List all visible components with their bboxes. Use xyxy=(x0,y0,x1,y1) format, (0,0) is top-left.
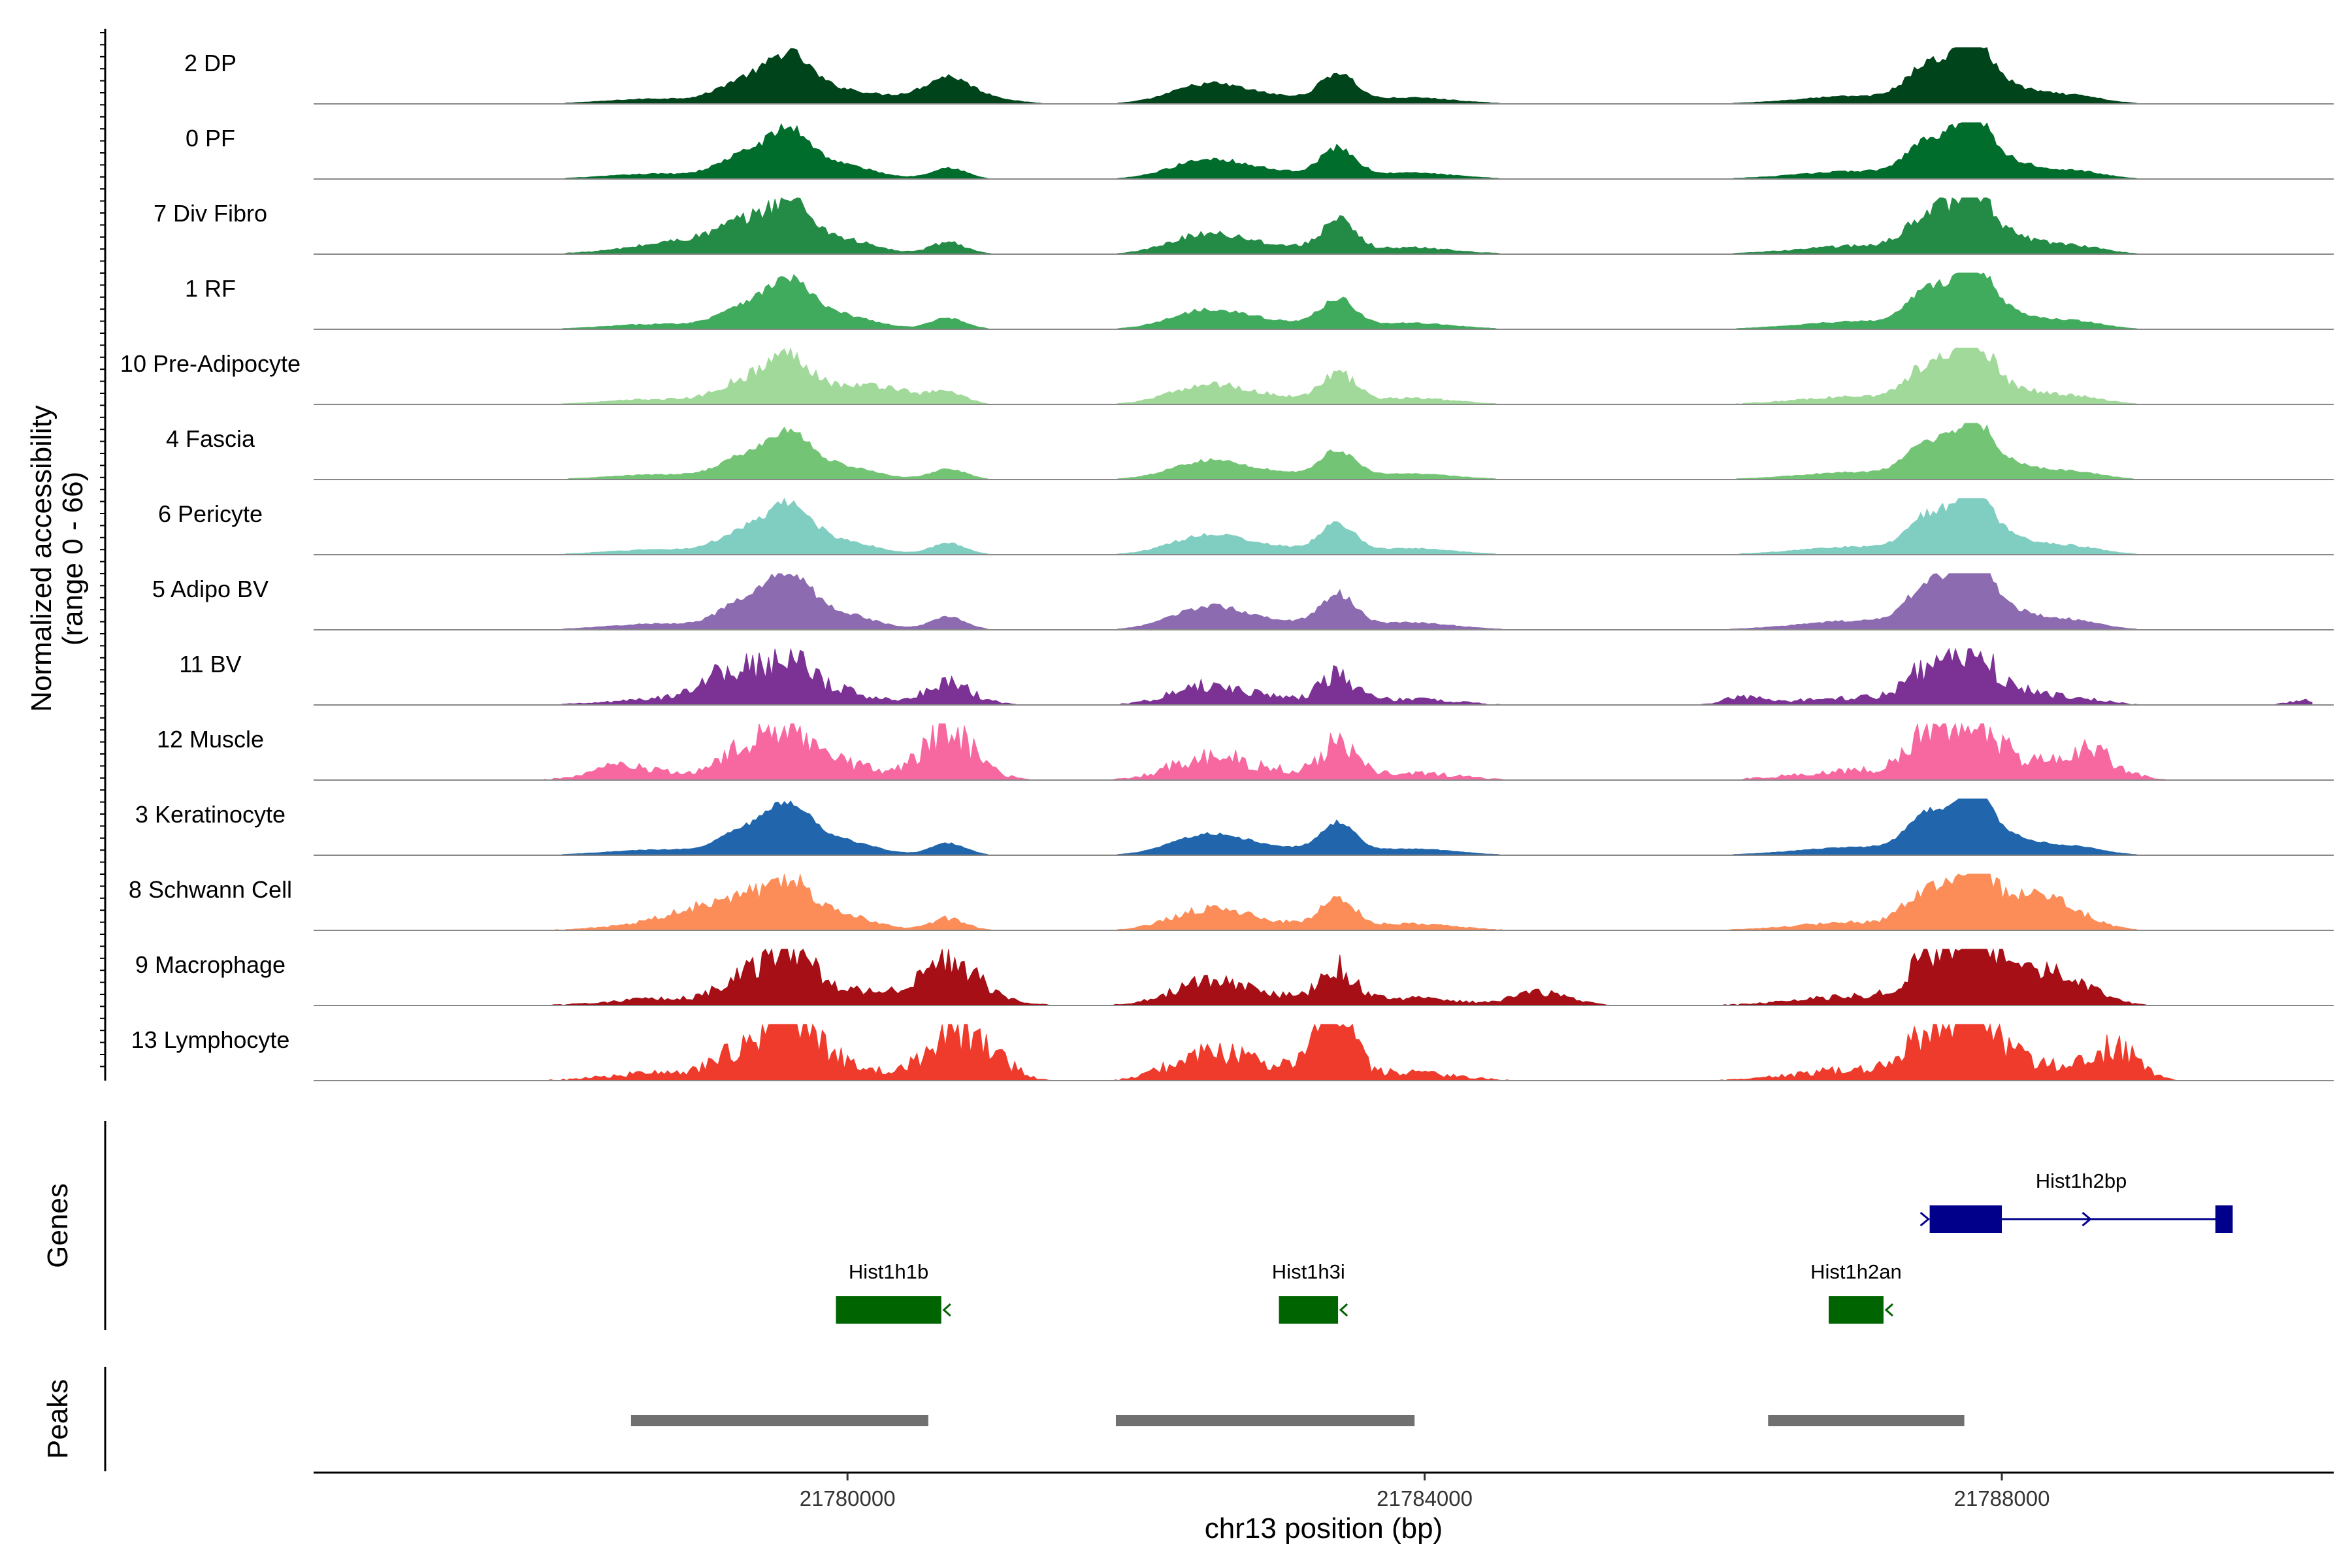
track-2: 0 PF xyxy=(186,122,2334,180)
track-label: 6 Pericyte xyxy=(158,500,263,527)
coverage-area xyxy=(544,723,2313,781)
track-label: 13 Lymphocyte xyxy=(131,1026,290,1053)
track-12: 8 Schwann Cell xyxy=(129,873,2334,931)
coverage-area xyxy=(544,948,2313,1006)
gene-exon xyxy=(1929,1205,2002,1233)
genes-track-label: Genes xyxy=(42,1183,74,1268)
track-11: 3 Keratinocyte xyxy=(135,798,2334,856)
track-13: 9 Macrophage xyxy=(135,948,2334,1006)
x-axis-title: chr13 position (bp) xyxy=(1205,1512,1443,1544)
track-label: 7 Div Fibro xyxy=(154,200,267,227)
gene-hist1h3i: Hist1h3i xyxy=(1272,1260,1348,1324)
x-tick-label: 21788000 xyxy=(1954,1486,2050,1511)
strand-arrow xyxy=(2082,1211,2092,1227)
track-label: 8 Schwann Cell xyxy=(129,876,292,903)
y-axis-title: Normalized accessibility xyxy=(25,405,57,711)
track-label: 12 Muscle xyxy=(157,726,264,753)
gene-hist1h1b: Hist1h1b xyxy=(836,1260,951,1324)
peak-bar-1 xyxy=(630,1415,928,1426)
coverage-area xyxy=(544,272,2313,330)
coverage-area xyxy=(544,122,2313,180)
peak-bar-2 xyxy=(1115,1415,1415,1426)
strand-arrow xyxy=(1919,1211,1930,1227)
gene-hist1h2bp: Hist1h2bp xyxy=(1919,1169,2233,1233)
coverage-tracks: 2 DP 0 PF 7 Div Fibro 1 RF 10 Pre-Adipocyte 4… xyxy=(120,47,2334,1081)
track-10: 12 Muscle xyxy=(157,723,2334,781)
gene-label: Hist1h1b xyxy=(849,1260,928,1283)
coverage-area xyxy=(544,347,2313,405)
y-axis-range: (range 0 - 66) xyxy=(57,472,89,646)
strand-arrow xyxy=(1339,1303,1348,1317)
peaks-layer xyxy=(630,1415,1965,1426)
track-label: 2 DP xyxy=(184,50,237,76)
track-1: 2 DP xyxy=(184,47,2334,105)
coverage-area xyxy=(544,423,2313,480)
coverage-area xyxy=(544,647,2313,706)
strand-arrow xyxy=(1884,1303,1893,1317)
coverage-area xyxy=(544,798,2313,856)
track-8: 5 Adipo BV xyxy=(152,573,2334,630)
gene-label: Hist1h2an xyxy=(1810,1260,1902,1283)
genes-layer: Hist1h1b Hist1h3i Hist1h2an Hist1h2bp xyxy=(836,1169,2233,1324)
gene-body xyxy=(1279,1296,1339,1324)
gene-label: Hist1h2bp xyxy=(2036,1169,2127,1192)
track-14: 13 Lymphocyte xyxy=(131,1022,2334,1081)
track-9: 11 BV xyxy=(179,647,2334,706)
track-label: 9 Macrophage xyxy=(135,951,286,978)
coverage-area xyxy=(544,1022,2313,1081)
coverage-area xyxy=(544,197,2313,255)
track-label: 3 Keratinocyte xyxy=(135,801,286,828)
gene-hist1h2an: Hist1h2an xyxy=(1810,1260,1902,1324)
gene-label: Hist1h3i xyxy=(1272,1260,1345,1283)
track-label: 11 BV xyxy=(179,651,241,678)
track-label: 10 Pre-Adipocyte xyxy=(120,350,301,377)
track-4: 1 RF xyxy=(185,272,2334,330)
peak-bar-3 xyxy=(1768,1415,1965,1426)
track-6: 4 Fascia xyxy=(166,423,2334,480)
track-label: 0 PF xyxy=(186,125,235,152)
strand-arrow xyxy=(942,1303,951,1317)
track-label: 4 Fascia xyxy=(166,425,255,452)
track-7: 6 Pericyte xyxy=(158,497,2334,555)
x-tick-label: 21784000 xyxy=(1377,1486,1473,1511)
track-5: 10 Pre-Adipocyte xyxy=(120,347,2334,405)
coverage-area xyxy=(544,873,2313,931)
track-label: 5 Adipo BV xyxy=(152,576,269,602)
peaks-track-label: Peaks xyxy=(42,1379,74,1459)
gene-body xyxy=(1829,1296,1884,1324)
coverage-area xyxy=(544,573,2313,630)
x-axis-ticks: 21780000 21784000 21788000 xyxy=(800,1473,2050,1511)
x-tick-label: 21780000 xyxy=(800,1486,896,1511)
coverage-area xyxy=(544,47,2313,105)
gene-exon xyxy=(2215,1205,2233,1233)
y-axis-ticks xyxy=(100,32,105,1068)
track-3: 7 Div Fibro xyxy=(154,197,2334,255)
coverage-area xyxy=(544,497,2313,555)
gene-body xyxy=(836,1296,941,1324)
track-label: 1 RF xyxy=(185,275,236,302)
